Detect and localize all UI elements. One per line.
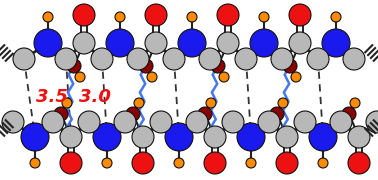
Circle shape — [93, 123, 121, 151]
Circle shape — [60, 126, 82, 148]
Circle shape — [291, 72, 301, 82]
Circle shape — [163, 48, 185, 70]
Circle shape — [258, 111, 280, 133]
Circle shape — [217, 32, 239, 54]
Circle shape — [219, 72, 229, 82]
Circle shape — [237, 123, 265, 151]
Circle shape — [145, 4, 167, 26]
Circle shape — [307, 48, 329, 70]
Circle shape — [271, 48, 293, 70]
Circle shape — [331, 12, 341, 22]
Circle shape — [165, 123, 193, 151]
Circle shape — [348, 126, 370, 148]
Circle shape — [55, 48, 77, 70]
Circle shape — [198, 107, 212, 121]
Circle shape — [174, 158, 184, 168]
Circle shape — [139, 59, 153, 73]
Circle shape — [318, 158, 328, 168]
Circle shape — [73, 4, 95, 26]
Circle shape — [62, 98, 72, 108]
Circle shape — [204, 126, 226, 148]
Circle shape — [366, 111, 378, 133]
Circle shape — [178, 29, 206, 57]
Circle shape — [78, 111, 100, 133]
Circle shape — [67, 59, 81, 73]
Circle shape — [115, 12, 125, 22]
Circle shape — [350, 98, 360, 108]
Text: 3.0: 3.0 — [79, 88, 111, 106]
Circle shape — [278, 98, 288, 108]
Circle shape — [199, 48, 221, 70]
Circle shape — [270, 107, 284, 121]
Circle shape — [150, 111, 172, 133]
Circle shape — [43, 12, 53, 22]
Circle shape — [127, 48, 149, 70]
Circle shape — [276, 152, 298, 174]
Circle shape — [217, 4, 239, 26]
Circle shape — [134, 98, 144, 108]
Circle shape — [259, 12, 269, 22]
Circle shape — [102, 158, 112, 168]
Circle shape — [54, 107, 68, 121]
Circle shape — [322, 29, 350, 57]
Circle shape — [235, 48, 257, 70]
Circle shape — [21, 123, 49, 151]
Circle shape — [204, 152, 226, 174]
Circle shape — [283, 59, 297, 73]
Circle shape — [342, 107, 356, 121]
Circle shape — [211, 59, 225, 73]
Circle shape — [222, 111, 244, 133]
Circle shape — [309, 123, 337, 151]
Circle shape — [60, 152, 82, 174]
Circle shape — [91, 48, 113, 70]
Circle shape — [30, 158, 40, 168]
Circle shape — [276, 126, 298, 148]
Circle shape — [42, 111, 64, 133]
Circle shape — [145, 32, 167, 54]
Circle shape — [289, 32, 311, 54]
Circle shape — [147, 72, 157, 82]
Circle shape — [106, 29, 134, 57]
Circle shape — [75, 72, 85, 82]
Circle shape — [289, 4, 311, 26]
Circle shape — [34, 29, 62, 57]
Circle shape — [343, 48, 365, 70]
Circle shape — [186, 111, 208, 133]
Circle shape — [73, 32, 95, 54]
Circle shape — [13, 48, 35, 70]
Circle shape — [132, 126, 154, 148]
Circle shape — [348, 152, 370, 174]
Circle shape — [132, 152, 154, 174]
Circle shape — [2, 111, 24, 133]
Circle shape — [187, 12, 197, 22]
Circle shape — [206, 98, 216, 108]
Circle shape — [246, 158, 256, 168]
Circle shape — [250, 29, 278, 57]
Circle shape — [114, 111, 136, 133]
Circle shape — [330, 111, 352, 133]
Text: 3.5: 3.5 — [36, 88, 68, 106]
Circle shape — [126, 107, 140, 121]
Circle shape — [294, 111, 316, 133]
